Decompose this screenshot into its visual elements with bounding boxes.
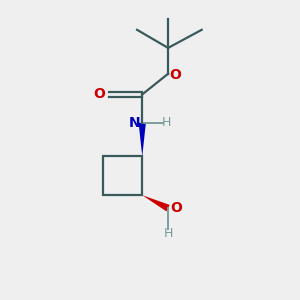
Text: N: N	[129, 116, 140, 130]
Text: O: O	[169, 68, 181, 82]
Text: H: H	[162, 116, 172, 129]
Text: H: H	[164, 227, 173, 241]
Polygon shape	[139, 123, 146, 157]
Text: O: O	[94, 87, 106, 101]
Text: O: O	[170, 201, 182, 215]
Polygon shape	[142, 195, 170, 212]
